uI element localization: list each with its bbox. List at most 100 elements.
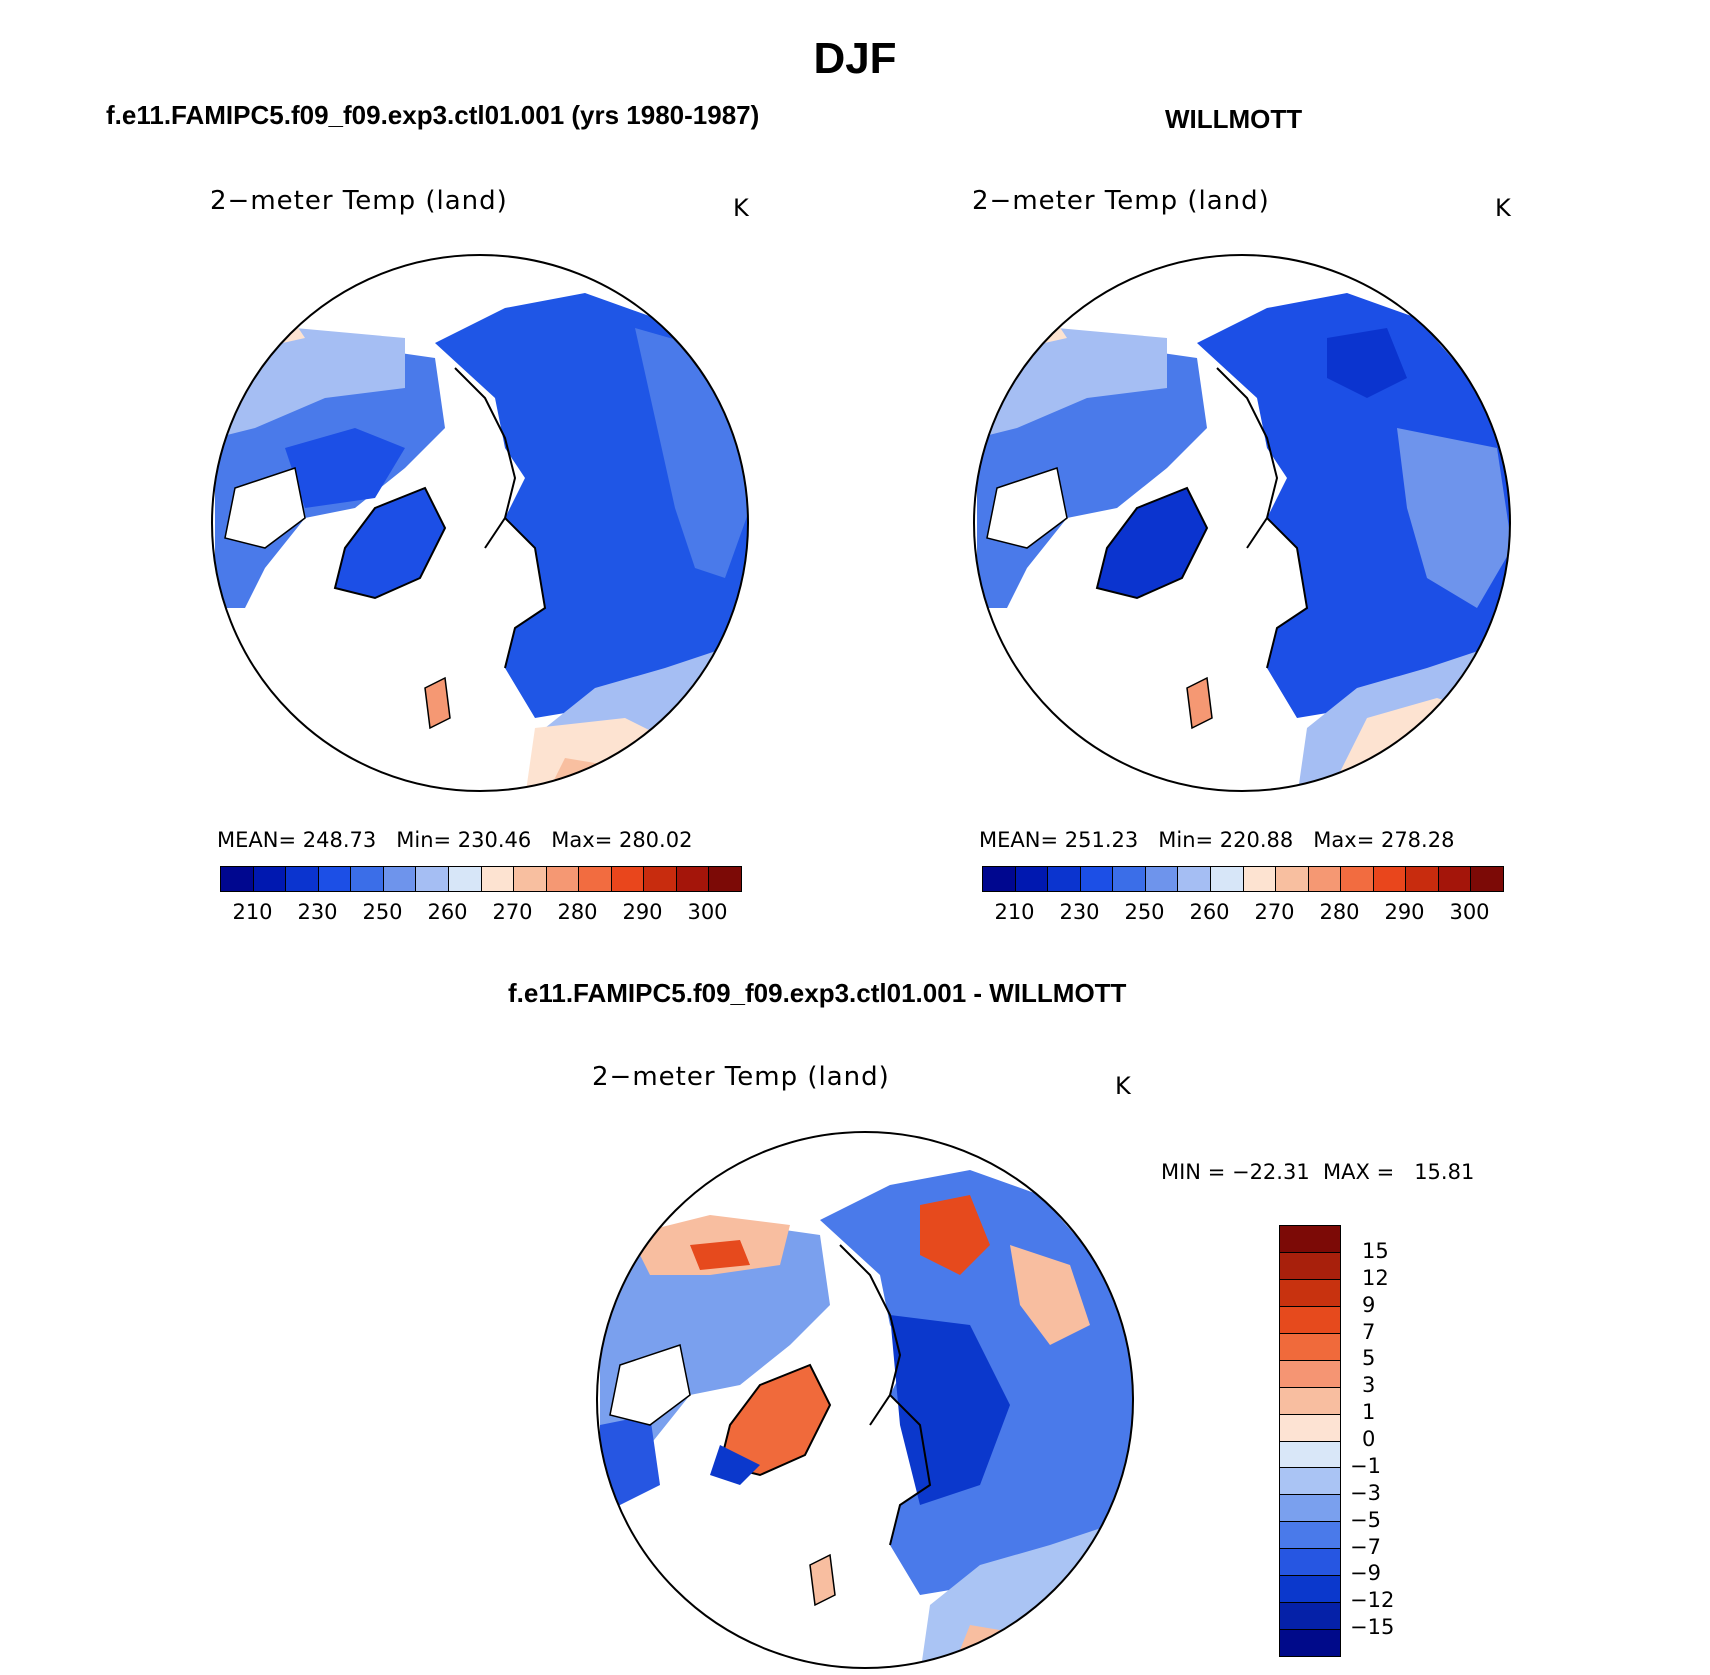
model-units-label: K bbox=[733, 194, 749, 222]
model-colorbar-ticks: 210 230 250 260 270 280 290 300 bbox=[220, 900, 740, 926]
colorbar-tick-label: 300 bbox=[1449, 900, 1490, 924]
obs-greenland bbox=[1095, 486, 1209, 600]
colorbar-swatch bbox=[983, 867, 1016, 891]
colorbar-swatch bbox=[1145, 867, 1179, 891]
colorbar-swatch bbox=[1280, 1522, 1340, 1550]
colorbar-swatch bbox=[318, 867, 352, 891]
diff-colorbar bbox=[1279, 1225, 1341, 1657]
colorbar-swatch bbox=[416, 867, 449, 891]
colorbar-tick-label: 5 bbox=[1362, 1346, 1376, 1371]
model-greenland bbox=[333, 486, 447, 600]
colorbar-swatch bbox=[286, 867, 319, 891]
model-polar-map bbox=[211, 254, 749, 792]
colorbar-swatch bbox=[1210, 867, 1244, 891]
model-south-europe-region bbox=[525, 718, 685, 791]
obs-eurasia-region bbox=[1197, 293, 1510, 718]
colorbar-swatch bbox=[1280, 1333, 1340, 1361]
colorbar-swatch bbox=[221, 867, 254, 891]
model-canadian-arctic-region bbox=[285, 428, 405, 508]
colorbar-tick-label: 15 bbox=[1362, 1238, 1389, 1263]
colorbar-tick-label: 270 bbox=[1254, 900, 1295, 924]
model-map-boundary bbox=[211, 254, 749, 792]
colorbar-tick-label: 9 bbox=[1362, 1292, 1376, 1317]
obs-map-title: 2−meter Temp (land) bbox=[972, 186, 1270, 216]
colorbar-tick-label: 210 bbox=[232, 900, 273, 924]
colorbar-swatch bbox=[1280, 1414, 1340, 1442]
colorbar-tick-label: −12 bbox=[1350, 1588, 1395, 1613]
colorbar-tick-label: 270 bbox=[492, 900, 533, 924]
colorbar-swatch bbox=[351, 867, 384, 891]
obs-siberia-cold-core bbox=[1327, 328, 1407, 398]
colorbar-swatch bbox=[481, 867, 515, 891]
model-colorbar bbox=[220, 866, 742, 892]
colorbar-swatch bbox=[1280, 1549, 1340, 1577]
colorbar-swatch bbox=[1280, 1630, 1340, 1656]
colorbar-swatch bbox=[1243, 867, 1277, 891]
obs-uk bbox=[1186, 676, 1213, 730]
colorbar-tick-label: 250 bbox=[362, 900, 403, 924]
figure-title: DJF bbox=[813, 34, 897, 83]
colorbar-swatch bbox=[1080, 867, 1114, 891]
obs-units-label: K bbox=[1495, 194, 1511, 222]
colorbar-swatch bbox=[1373, 867, 1407, 891]
colorbar-tick-label: −3 bbox=[1350, 1480, 1381, 1505]
colorbar-swatch bbox=[1406, 867, 1439, 891]
colorbar-swatch bbox=[1341, 867, 1374, 891]
colorbar-swatch bbox=[1308, 867, 1342, 891]
model-panel-title: f.e11.FAMIPC5.f09_f09.exp3.ctl01.001 (yr… bbox=[106, 100, 760, 130]
diff-alaska-warm-core bbox=[690, 1240, 750, 1270]
colorbar-swatch bbox=[1113, 867, 1146, 891]
diff-stats: MIN = −22.31 MAX = 15.81 bbox=[1161, 1160, 1475, 1184]
diff-colorbar-ticks: 15 12 9 7 5 3 1 0 −1 −3 −5 −7 −9 −12 −15 bbox=[1350, 1225, 1450, 1655]
obs-panel-title: WILLMOTT bbox=[1165, 104, 1303, 134]
colorbar-tick-label: 210 bbox=[994, 900, 1035, 924]
colorbar-swatch bbox=[1280, 1603, 1340, 1631]
diff-central-asia-warm-patch bbox=[1010, 1245, 1090, 1345]
colorbar-swatch bbox=[383, 867, 417, 891]
model-uk bbox=[424, 676, 451, 730]
colorbar-swatch bbox=[644, 867, 677, 891]
colorbar-tick-label: 230 bbox=[1059, 900, 1100, 924]
obs-stats: MEAN= 251.23 Min= 220.88 Max= 278.28 bbox=[979, 828, 1455, 852]
diff-units-label: K bbox=[1115, 1072, 1131, 1100]
colorbar-tick-label: 7 bbox=[1362, 1319, 1376, 1344]
colorbar-swatch bbox=[1280, 1306, 1340, 1334]
colorbar-tick-label: 3 bbox=[1362, 1373, 1376, 1398]
diff-hudson-bay bbox=[609, 1344, 691, 1426]
diff-panel-title: f.e11.FAMIPC5.f09_f09.exp3.ctl01.001 - W… bbox=[508, 978, 1127, 1008]
colorbar-swatch bbox=[1276, 867, 1309, 891]
model-map-title: 2−meter Temp (land) bbox=[210, 186, 508, 216]
colorbar-tick-label: 0 bbox=[1362, 1427, 1376, 1451]
colorbar-tick-label: −5 bbox=[1350, 1507, 1381, 1532]
colorbar-tick-label: 300 bbox=[687, 900, 728, 924]
colorbar-tick-label: −15 bbox=[1350, 1615, 1395, 1640]
obs-map-boundary bbox=[973, 254, 1511, 792]
colorbar-tick-label: 260 bbox=[1189, 900, 1230, 924]
diff-polar-map bbox=[596, 1131, 1134, 1669]
colorbar-swatch bbox=[1280, 1387, 1340, 1415]
model-hudson-bay bbox=[224, 467, 306, 549]
colorbar-tick-label: 250 bbox=[1124, 900, 1165, 924]
colorbar-swatch bbox=[1280, 1252, 1340, 1280]
obs-colorbar bbox=[982, 866, 1504, 892]
colorbar-tick-label: −1 bbox=[1350, 1453, 1381, 1478]
diff-east-canada-cold-patch bbox=[600, 1415, 660, 1505]
colorbar-swatch bbox=[1280, 1576, 1340, 1604]
colorbar-swatch bbox=[1015, 867, 1049, 891]
colorbar-swatch bbox=[1471, 867, 1503, 891]
diff-uk bbox=[809, 1553, 836, 1607]
colorbar-tick-label: 12 bbox=[1362, 1265, 1389, 1290]
colorbar-swatch bbox=[1048, 867, 1081, 891]
colorbar-tick-label: 280 bbox=[1319, 900, 1360, 924]
diff-siberia-cold-anomaly bbox=[890, 1315, 1010, 1505]
diff-greenland bbox=[718, 1363, 832, 1477]
colorbar-swatch bbox=[676, 867, 710, 891]
diff-map-title: 2−meter Temp (land) bbox=[592, 1062, 890, 1092]
colorbar-swatch bbox=[1280, 1360, 1340, 1388]
colorbar-swatch bbox=[709, 867, 741, 891]
colorbar-swatch bbox=[1280, 1468, 1340, 1496]
obs-polar-map bbox=[973, 254, 1511, 792]
obs-central-asia-region bbox=[1397, 428, 1510, 608]
colorbar-tick-label: 290 bbox=[622, 900, 663, 924]
colorbar-tick-label: 290 bbox=[1384, 900, 1425, 924]
